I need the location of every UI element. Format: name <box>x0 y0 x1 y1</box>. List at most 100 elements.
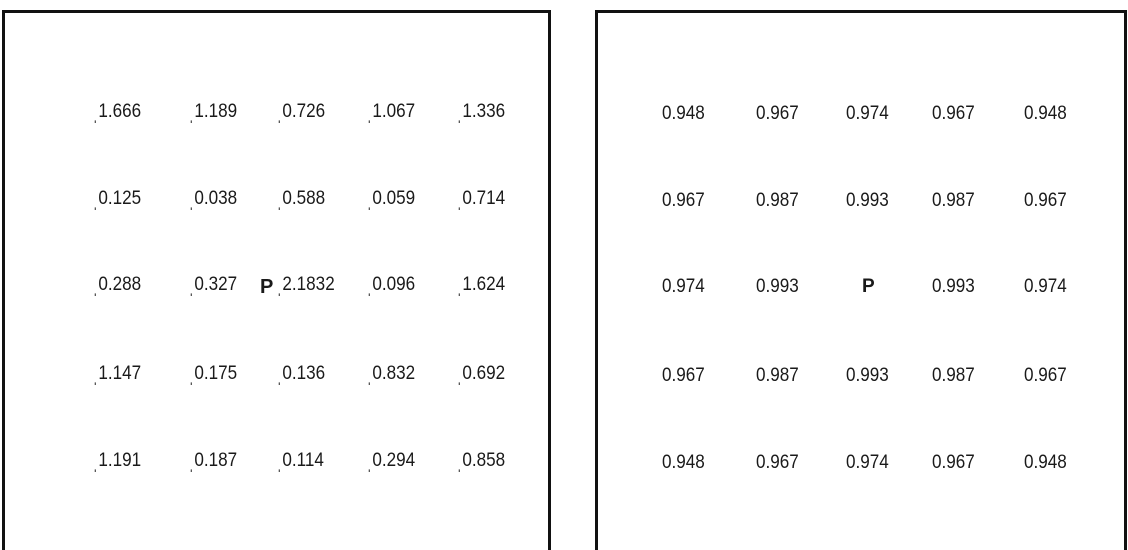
cell-dot-icon: ˌ <box>189 107 194 124</box>
left-grid-cell: ˌ0.288 <box>93 274 141 300</box>
left-grid-cell: ˌ1.191 <box>93 450 141 476</box>
cell-value: 0.136 <box>282 363 326 384</box>
cell-dot-icon: ˌ <box>189 194 194 211</box>
cell-dot-icon: ˌ <box>277 369 282 386</box>
left-grid-cell: ˌ0.114 <box>277 450 324 476</box>
cell-value: 0.114 <box>282 450 324 471</box>
left-grid-cell: ˌ0.175 <box>189 363 237 389</box>
right-grid-cell: 0.974 <box>846 103 889 124</box>
left-grid-cell: ˌ0.692 <box>457 363 505 389</box>
left-grid-cell: ˌ0.327 <box>189 274 237 300</box>
cell-dot-icon: ˌ <box>367 107 372 124</box>
left-grid-cell: ˌ0.096 <box>367 274 415 300</box>
left-grid-cell: ˌ1.067 <box>367 101 415 127</box>
right-grid-cell: 0.948 <box>1024 103 1067 124</box>
cell-value: 0.096 <box>372 274 416 295</box>
cell-value: 0.327 <box>194 274 238 295</box>
right-grid-cell: 0.987 <box>932 365 975 386</box>
cell-value: 0.059 <box>372 188 416 209</box>
cell-dot-icon: ˌ <box>367 194 372 211</box>
left-grid-cell: ˌ0.059 <box>367 188 415 214</box>
cell-dot-icon: ˌ <box>277 280 282 297</box>
left-grid-cell: ˌ0.136 <box>277 363 325 389</box>
right-grid-cell: 0.967 <box>1024 365 1067 386</box>
cell-dot-icon: ˌ <box>189 369 194 386</box>
right-grid-cell: 0.974 <box>1024 276 1067 297</box>
cell-dot-icon: ˌ <box>457 280 462 297</box>
right-grid-cell: 0.967 <box>932 103 975 124</box>
right-grid-cell: 0.987 <box>756 365 799 386</box>
cell-value: 0.692 <box>462 363 506 384</box>
cell-dot-icon: ˌ <box>457 194 462 211</box>
left-grid-cell: ˌ0.726 <box>277 101 325 127</box>
weight-values-panel: 0.948 0.967 0.974 0.967 0.948 0.967 0.987 0.993… <box>595 10 1127 550</box>
cell-value: 0.858 <box>462 450 506 471</box>
left-grid-cell: ˌ0.125 <box>93 188 141 214</box>
left-grid-cell: ˌ0.038 <box>189 188 237 214</box>
cell-value: 1.189 <box>194 101 238 122</box>
left-grid-cell: ˌ1.666 <box>93 101 141 127</box>
cell-dot-icon: ˌ <box>367 456 372 473</box>
left-grid-cell: ˌ0.588 <box>277 188 325 214</box>
right-grid-cell: 0.974 <box>662 276 705 297</box>
left-grid-cell: ˌ0.714 <box>457 188 505 214</box>
right-grid-cell: 0.967 <box>1024 190 1067 211</box>
left-grid-cell: ˌ0.187 <box>189 450 237 476</box>
right-grid-cell: 0.967 <box>932 452 975 473</box>
cell-value: 0.714 <box>462 188 506 209</box>
right-grid-cell: 0.993 <box>846 365 889 386</box>
cell-value: 1.624 <box>462 274 506 295</box>
left-grid-cell: ˌ1.336 <box>457 101 505 127</box>
cell-dot-icon: ˌ <box>457 456 462 473</box>
cell-value: 1.191 <box>98 450 142 471</box>
cell-value: 0.832 <box>372 363 416 384</box>
cell-dot-icon: ˌ <box>457 107 462 124</box>
right-grid-cell: 0.987 <box>756 190 799 211</box>
cell-value: 0.588 <box>282 188 326 209</box>
cell-value: 0.125 <box>98 188 142 209</box>
right-grid-cell: 0.967 <box>662 190 705 211</box>
right-grid-cell: 0.948 <box>1024 452 1067 473</box>
cell-dot-icon: ˌ <box>93 280 98 297</box>
cell-dot-icon: ˌ <box>93 369 98 386</box>
cell-dot-icon: ˌ <box>277 456 282 473</box>
right-grid-cell: 0.987 <box>932 190 975 211</box>
cell-dot-icon: ˌ <box>189 280 194 297</box>
left-grid-cell: ˌ0.858 <box>457 450 505 476</box>
cell-dot-icon: ˌ <box>277 107 282 124</box>
left-grid-cell: ˌ1.189 <box>189 101 237 127</box>
right-grid-cell: 0.974 <box>846 452 889 473</box>
center-pixel-marker: P <box>862 276 875 297</box>
left-grid-cell: ˌ2.1832 <box>277 274 335 300</box>
center-pixel-marker: P <box>260 276 274 298</box>
cell-dot-icon: ˌ <box>277 194 282 211</box>
left-grid-cell: ˌ1.147 <box>93 363 141 389</box>
left-grid-cell: ˌ1.624 <box>457 274 505 300</box>
right-grid-cell: 0.967 <box>756 103 799 124</box>
cell-value: 0.288 <box>98 274 142 295</box>
cell-value: 1.067 <box>372 101 416 122</box>
cell-value: 1.666 <box>98 101 142 122</box>
cell-value: 1.336 <box>462 101 506 122</box>
right-grid-cell: 0.967 <box>756 452 799 473</box>
noise-values-panel: ˌ1.666 ˌ1.189 ˌ0.726 ˌ1.067 ˌ1.336 ˌ0.125 ˌ0.0… <box>2 10 551 550</box>
cell-value: 2.1832 <box>282 274 335 295</box>
right-grid-cell: 0.993 <box>932 276 975 297</box>
cell-value: 1.147 <box>98 363 142 384</box>
cell-value: 0.726 <box>282 101 326 122</box>
cell-value: 0.175 <box>194 363 238 384</box>
cell-dot-icon: ˌ <box>457 369 462 386</box>
right-grid-cell: 0.993 <box>846 190 889 211</box>
cell-dot-icon: ˌ <box>93 456 98 473</box>
right-grid-cell: 0.948 <box>662 452 705 473</box>
cell-dot-icon: ˌ <box>93 194 98 211</box>
cell-value: 0.187 <box>194 450 238 471</box>
right-grid-cell: 0.967 <box>662 365 705 386</box>
left-grid-cell: ˌ0.294 <box>367 450 415 476</box>
cell-dot-icon: ˌ <box>367 280 372 297</box>
cell-dot-icon: ˌ <box>367 369 372 386</box>
left-grid-cell: ˌ0.832 <box>367 363 415 389</box>
cell-dot-icon: ˌ <box>93 107 98 124</box>
right-grid-cell: 0.993 <box>756 276 799 297</box>
cell-value: 0.294 <box>372 450 416 471</box>
